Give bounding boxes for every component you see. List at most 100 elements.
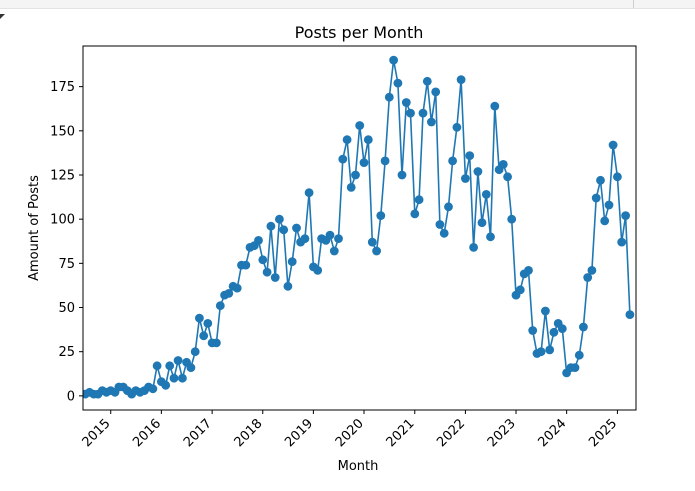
y-tick-label: 125 (50, 168, 75, 183)
data-point (435, 220, 445, 229)
data-point (325, 230, 335, 240)
y-tick-label: 0 (67, 389, 75, 404)
x-tick-label: 2018 (232, 416, 266, 450)
data-point (613, 172, 622, 182)
data-point (469, 243, 478, 252)
window-top-bar (0, 0, 695, 9)
x-tick-label: 2020 (333, 416, 367, 450)
corner-marker-icon (0, 14, 5, 19)
y-axis-label: Amount of Posts (27, 175, 42, 281)
data-point (490, 101, 500, 111)
data-point (461, 174, 470, 183)
data-point (342, 135, 352, 145)
x-tick-label: 2016 (130, 416, 164, 450)
data-point (604, 200, 614, 210)
x-axis-label: Month (338, 459, 379, 474)
data-point (262, 267, 272, 277)
data-point (270, 273, 280, 282)
data-point (384, 92, 394, 102)
data-point (422, 76, 432, 86)
data-point (241, 260, 251, 270)
data-point (287, 257, 297, 266)
x-tick-label: 2022 (434, 416, 468, 450)
data-point (591, 193, 601, 203)
data-point (557, 324, 567, 334)
data-point (515, 285, 525, 295)
x-tick-label: 2023 (485, 416, 519, 450)
data-point (199, 331, 209, 341)
data-point (608, 140, 618, 150)
x-tick-label: 2017 (181, 416, 215, 450)
data-point (161, 380, 171, 390)
data-point (528, 326, 538, 335)
data-point (367, 237, 377, 247)
data-point (444, 202, 453, 212)
data-point (195, 313, 204, 323)
data-point (393, 78, 403, 88)
data-point (173, 356, 183, 365)
data-point (300, 234, 310, 244)
data-point (524, 266, 533, 275)
data-point (258, 255, 268, 265)
data-point (313, 266, 323, 275)
data-point (376, 211, 386, 221)
data-point (329, 246, 339, 256)
data-point (304, 188, 314, 198)
chart-title: Posts per Month (295, 23, 424, 42)
data-point (275, 214, 284, 224)
data-point (507, 214, 517, 224)
data-point (363, 135, 373, 145)
data-point (224, 289, 234, 298)
data-point (473, 167, 483, 176)
y-tick-label: 75 (58, 257, 75, 272)
data-point (414, 195, 424, 205)
data-point (338, 154, 348, 164)
data-point (427, 117, 436, 127)
data-point (481, 190, 491, 199)
data-point (232, 283, 242, 293)
data-point (418, 108, 428, 118)
x-tick-label: 2021 (384, 416, 418, 450)
data-point (401, 98, 411, 107)
data-point (178, 373, 187, 383)
data-point (583, 273, 593, 282)
data-point (617, 237, 627, 247)
data-point (431, 87, 441, 97)
data-point (452, 122, 462, 132)
data-point (380, 156, 390, 166)
data-point (346, 183, 356, 192)
data-point (212, 338, 221, 348)
x-tick-label: 2015 (80, 416, 114, 450)
data-point (596, 175, 605, 185)
y-tick-label: 175 (50, 80, 75, 95)
data-point (456, 75, 466, 84)
data-point (292, 223, 301, 233)
data-point (574, 350, 584, 360)
data-point (254, 236, 263, 245)
data-point (465, 151, 475, 161)
data-point (169, 373, 179, 383)
data-point (334, 234, 343, 244)
y-tick-label: 150 (50, 124, 75, 139)
data-point (439, 228, 449, 238)
data-point (621, 211, 630, 221)
data-point (541, 306, 550, 316)
y-tick-label: 25 (58, 345, 75, 360)
data-point (600, 216, 610, 226)
data-point (279, 225, 289, 235)
data-point (570, 363, 580, 372)
top-bar-divider (633, 0, 634, 8)
data-point (372, 246, 381, 256)
data-point (190, 347, 200, 357)
data-point (549, 327, 559, 337)
data-point (215, 301, 225, 311)
data-point (203, 319, 213, 328)
data-point (359, 158, 369, 168)
x-tick-label: 2025 (586, 416, 620, 450)
y-tick-label: 50 (58, 301, 75, 316)
data-point (486, 232, 495, 242)
data-point (351, 170, 360, 180)
series-line (84, 59, 631, 396)
plot-area (83, 55, 635, 399)
data-point (536, 347, 546, 357)
